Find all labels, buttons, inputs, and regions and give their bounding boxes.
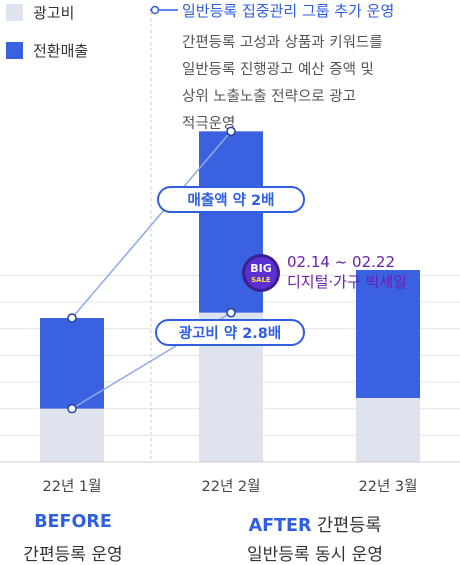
- annotation-line: 일반등록 진행광고 예산 증액 및: [182, 62, 374, 78]
- annotation-marker-dot: [150, 5, 160, 15]
- sale-name: 디지털·가구 빅세일: [287, 273, 407, 291]
- svg-text:BIG: BIG: [250, 262, 272, 275]
- x-tick-label: 22년 3월: [358, 479, 418, 495]
- x-tick-label: 22년 1월: [42, 479, 102, 495]
- bar-sales: [356, 270, 420, 398]
- sale-date: 02.14 ~ 02.22: [287, 253, 395, 271]
- before-label: BEFORE: [0, 512, 146, 532]
- legend-label-sales: 전환매출: [33, 42, 89, 60]
- ad-cost-callout-pill: 광고비 약 2.8배: [155, 319, 305, 346]
- ad-cost-point: [226, 307, 236, 318]
- bar-sales: [40, 318, 104, 409]
- ad-cost-point: [67, 403, 77, 414]
- after-description: 일반등록 동시 운영: [247, 545, 383, 565]
- legend-item-ad-cost: 광고비: [6, 2, 74, 23]
- big-sale-logo: BIG SALE: [241, 253, 281, 293]
- annotation-line: 상위 노출노출 전략으로 광고: [182, 89, 356, 105]
- sales-point: [226, 126, 236, 137]
- bar-ad-cost: [40, 408, 104, 462]
- legend-swatch-ad-cost: [6, 4, 23, 21]
- before-label-text: BEFORE: [34, 512, 112, 532]
- sales-callout-pill: 매출액 약 2배: [157, 186, 305, 213]
- svg-text:SALE: SALE: [251, 276, 271, 284]
- annotation-line: 간편등록 고성과 상품과 키워드를: [182, 35, 383, 51]
- annotation-line: 적극운영: [182, 116, 236, 132]
- sales-growth-line: [71, 130, 232, 319]
- after-label-text: AFTER: [248, 516, 312, 536]
- bar-ad-cost: [356, 398, 420, 462]
- annotation-title: 일반등록 집중관리 그룹 추가 운영: [182, 2, 395, 20]
- legend-label-ad-cost: 광고비: [33, 4, 75, 22]
- sales-point: [67, 313, 77, 323]
- legend-item-sales: 전환매출: [6, 40, 88, 61]
- stacked-bar-chart: [0, 5, 460, 463]
- x-tick-label: 22년 2월: [201, 479, 261, 495]
- before-description: 간편등록 운영: [23, 545, 123, 565]
- after-label: AFTER 간편등록: [200, 512, 430, 537]
- after-title: 간편등록: [317, 516, 382, 536]
- legend-swatch-sales: [6, 42, 23, 59]
